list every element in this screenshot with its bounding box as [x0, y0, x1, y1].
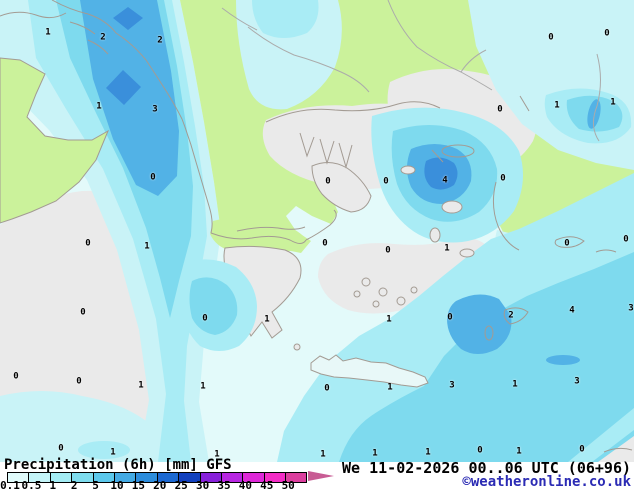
island-kythira [293, 343, 301, 351]
marmara-rain-10 [424, 157, 458, 190]
coastlines [0, 0, 633, 453]
legend-swatch [72, 473, 94, 482]
island-samos [459, 248, 475, 258]
coast-chalkidiki [299, 132, 353, 169]
island-lesbos [441, 200, 463, 214]
legend-swatch [136, 473, 158, 482]
adriatic-rain-10-a [113, 7, 143, 30]
se-corner-band [568, 408, 634, 462]
legend-tick-label: 2 [70, 479, 78, 490]
legend-swatch [221, 473, 244, 482]
legend-arrow-icon [308, 471, 334, 481]
legend-tick-label: 0.5 [21, 479, 42, 490]
island-crete [310, 354, 429, 388]
legend-tick-label: 10 [110, 479, 124, 490]
island-rhodes [503, 307, 529, 325]
forecast-datetime: We 11-02-2026 00..06 UTC (06+96) [342, 459, 631, 477]
legend-swatch [286, 473, 307, 482]
land-peloponnese-green [210, 217, 306, 252]
island-cyclades-3 [396, 296, 406, 306]
legend-tick-label: 50 [281, 479, 295, 490]
coast-croatia-islands [69, 21, 109, 55]
border-fork [460, 49, 487, 73]
coast-attica [305, 209, 337, 241]
tc-rain-1 [252, 0, 319, 38]
map-canvas [0, 0, 634, 462]
precip-marmara-system [371, 107, 523, 243]
island-lemnos [400, 165, 416, 175]
legend-swatch [93, 473, 115, 482]
precip-top-center [236, 0, 342, 110]
coast-izmir [554, 236, 617, 253]
adriatic-rain-10-b [106, 70, 141, 105]
coast-croatia [51, 0, 183, 120]
precip-peloponnese [180, 259, 257, 351]
legend-tick-label: 15 [131, 479, 146, 490]
legend-swatch [114, 473, 137, 482]
precip-southeast-system [277, 173, 634, 462]
precip-adriatic-system [0, 0, 221, 462]
island-karpathos [484, 325, 494, 341]
legend-swatch [50, 473, 73, 482]
island-cyclades-4 [372, 300, 380, 308]
land-italy-heel [0, 57, 110, 224]
border-balkans [221, 7, 258, 31]
legend-ticks: 0.1 0.5 1 2 5 10 15 20 25 30 35 40 45 50 [0, 480, 360, 490]
coast-bosphorus-dardanelles [431, 95, 530, 163]
se-rain-5-rhodes [447, 294, 512, 354]
island-cyclades-5 [353, 290, 361, 298]
island-cyclades-1 [361, 277, 371, 287]
legend-tick-label: 1 [49, 479, 57, 490]
legend-tick-label: 25 [174, 479, 188, 490]
legend-swatch [264, 473, 287, 482]
islands [293, 162, 529, 388]
island-cyclades-6 [410, 286, 418, 294]
border-macedonia-greece [247, 26, 370, 93]
dry-region-cyclades [318, 238, 490, 314]
legend-tick-label: 45 [260, 479, 274, 490]
island-euboea [311, 162, 372, 213]
legend-tick-label: 40 [238, 479, 253, 490]
bl-rain-1 [78, 441, 130, 459]
legend-swatch [29, 473, 51, 482]
legend-swatch [243, 473, 265, 482]
legend-tick-label: 30 [195, 479, 210, 490]
coast-sea-of-marmara [441, 144, 475, 158]
legend-swatch [8, 473, 30, 482]
precip-bottom-left [0, 391, 149, 462]
legend-tick-label: 35 [217, 479, 231, 490]
coast-turkey-west [492, 181, 520, 251]
coast-north-aegean [265, 101, 441, 123]
coast-gulf-corinth [210, 226, 307, 244]
legend-title: Precipitation (6h) [mm] GFS [4, 457, 232, 473]
legend-colorbar [7, 472, 308, 483]
legend-tick-label: 20 [153, 479, 167, 490]
country-borders [221, 0, 601, 142]
island-cyclades-2 [378, 287, 388, 297]
se-rain-2 [339, 252, 634, 462]
pelop-rain-2 [189, 277, 238, 335]
coast-nw-italy [0, 11, 67, 19]
copyright-link[interactable]: ©weatheronline.co.uk [462, 474, 631, 490]
coast-albania-west-greece [181, 118, 213, 234]
coast-turkey-south [603, 447, 633, 453]
legend-swatch [200, 473, 222, 482]
island-chios [429, 227, 441, 243]
border-bulgaria-turkey [387, 0, 493, 91]
legend-swatch [179, 473, 201, 482]
legend-tick-label: 0.1 [0, 479, 20, 490]
se-rain-5-streak [546, 355, 580, 365]
precip-northeast [468, 0, 634, 170]
legend-tick-label: 5 [92, 479, 99, 490]
border-turkey-inland [593, 53, 601, 142]
legend-swatch [157, 473, 180, 482]
